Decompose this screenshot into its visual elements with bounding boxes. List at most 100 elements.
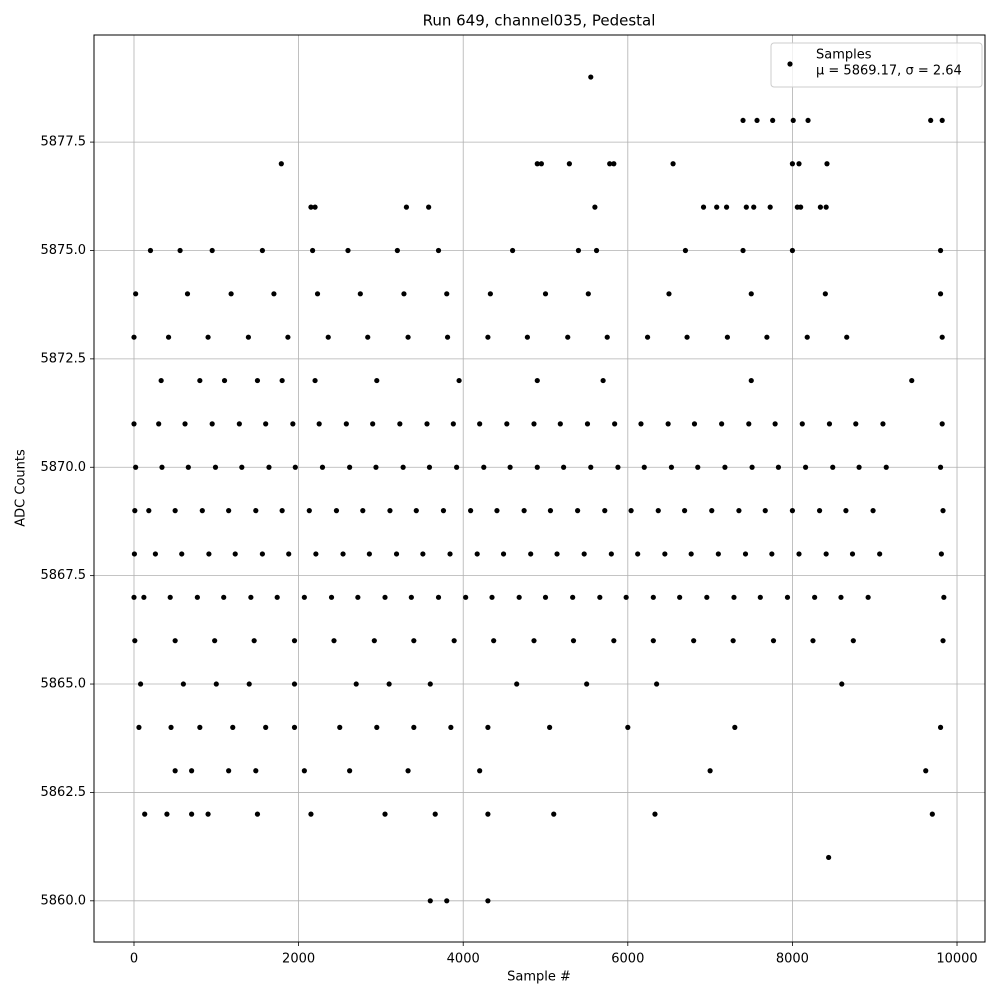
point	[607, 161, 613, 167]
point	[278, 161, 284, 167]
point	[131, 334, 137, 340]
point	[177, 247, 183, 254]
point	[677, 594, 683, 600]
point	[306, 508, 312, 514]
point	[838, 594, 844, 600]
point	[880, 421, 886, 427]
point	[715, 551, 721, 557]
point	[939, 421, 945, 427]
point	[189, 811, 195, 817]
point	[477, 768, 483, 774]
point	[413, 508, 419, 514]
point	[929, 811, 935, 817]
point	[228, 291, 234, 297]
point	[662, 551, 668, 557]
point	[764, 334, 770, 340]
point	[427, 681, 433, 687]
point	[489, 594, 495, 600]
point	[570, 594, 576, 600]
point	[312, 204, 318, 210]
point	[165, 334, 172, 340]
point	[665, 421, 671, 427]
point	[370, 421, 376, 427]
point	[909, 377, 915, 384]
point	[784, 594, 791, 600]
legend-marker	[787, 61, 793, 67]
point	[194, 594, 200, 600]
point	[189, 768, 195, 774]
points	[131, 74, 947, 904]
point	[312, 377, 318, 384]
point	[507, 464, 513, 470]
point	[844, 334, 850, 340]
point	[212, 464, 219, 470]
point	[131, 551, 138, 557]
point	[937, 247, 944, 254]
point	[487, 291, 493, 297]
point	[681, 508, 688, 514]
point	[347, 464, 353, 470]
point	[531, 638, 537, 644]
point	[411, 638, 417, 644]
point	[691, 421, 698, 427]
point	[245, 334, 251, 340]
point	[542, 291, 549, 297]
point	[382, 594, 388, 600]
point	[474, 551, 480, 557]
point	[719, 421, 725, 427]
point	[853, 421, 859, 427]
point	[251, 638, 257, 644]
point	[623, 594, 629, 600]
point	[424, 421, 430, 427]
point	[650, 638, 656, 644]
point	[731, 594, 737, 600]
point	[209, 421, 215, 427]
point	[746, 421, 752, 427]
point	[668, 464, 675, 470]
point	[435, 247, 442, 254]
point	[654, 681, 660, 687]
point	[722, 464, 728, 470]
point	[730, 638, 736, 644]
point	[514, 681, 520, 687]
point	[263, 421, 269, 427]
point	[600, 377, 606, 384]
point	[850, 638, 856, 644]
point	[426, 204, 432, 210]
point	[209, 247, 215, 254]
point	[516, 594, 522, 600]
point	[263, 724, 269, 730]
point	[561, 464, 567, 470]
point	[570, 638, 577, 644]
point	[259, 247, 265, 254]
point	[740, 247, 746, 254]
point	[538, 161, 544, 167]
point	[485, 811, 491, 817]
point	[444, 334, 451, 340]
point	[463, 594, 469, 600]
point	[366, 551, 372, 557]
y-axis-label: ADC Counts	[14, 449, 29, 527]
point	[286, 551, 292, 557]
point	[565, 334, 571, 340]
point	[772, 421, 778, 427]
point	[928, 117, 934, 124]
point	[937, 724, 944, 730]
point	[401, 291, 407, 297]
point	[316, 421, 322, 427]
point	[274, 594, 280, 600]
point	[136, 724, 142, 730]
point	[775, 464, 782, 470]
point	[291, 681, 298, 687]
point	[447, 551, 453, 557]
point	[877, 551, 883, 557]
y-tick-label: 5875.0	[41, 243, 87, 258]
point	[695, 464, 701, 470]
point	[709, 508, 715, 514]
point	[557, 421, 563, 427]
point	[205, 334, 211, 340]
point	[736, 508, 742, 514]
point	[197, 377, 203, 384]
point	[714, 204, 720, 210]
